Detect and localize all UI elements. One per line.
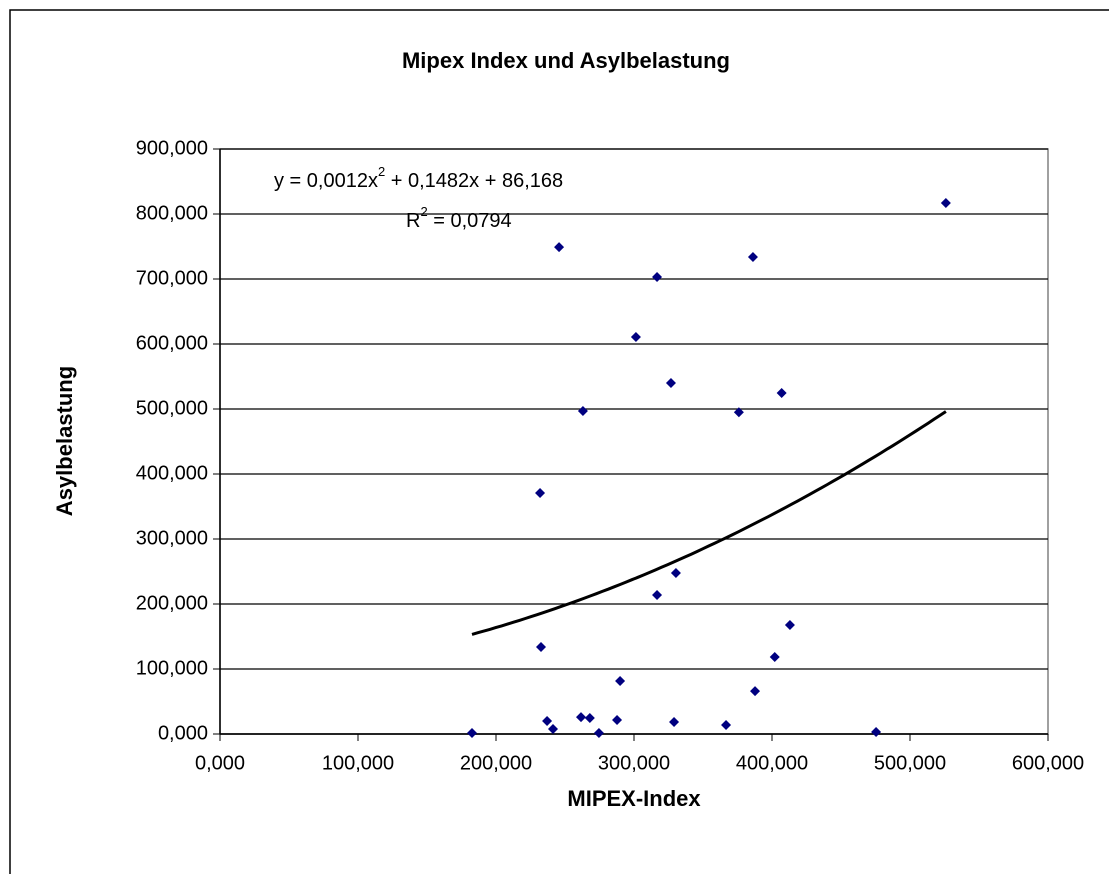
data-point [630,331,641,342]
data-point [584,713,595,724]
y-tick-label: 200,000 [136,592,208,614]
data-point [615,676,626,687]
data-point [577,405,588,416]
data-point [547,723,558,734]
y-tick-label: 0,000 [158,722,208,744]
data-point [652,272,663,283]
x-tick-label: 400,000 [736,752,808,774]
data-point [669,716,680,727]
data-point [670,567,681,578]
equation-part: + 0,1482x + 86,168 [385,170,563,192]
x-tick-label: 600,000 [1012,752,1084,774]
data-point [466,728,477,739]
y-axis-title: Asylbelastung [52,366,77,516]
y-tick-label: 800,000 [136,202,208,224]
plot-area [219,148,1049,735]
data-point [542,716,553,726]
data-point [747,252,758,263]
r-squared-part: 2 [420,204,427,219]
data-point [769,651,780,662]
r-squared: R2 = 0,0794 [406,204,512,232]
data-point [652,590,663,601]
r-squared-part: R [406,210,420,232]
x-tick-label: 100,000 [322,752,394,774]
y-tick-label: 700,000 [136,267,208,289]
trendline [471,410,947,636]
data-point [940,197,951,208]
data-point [593,728,604,739]
y-tick-label: 100,000 [136,657,208,679]
data-point [776,388,787,399]
equation-part: 2 [378,164,385,179]
data-point [871,727,882,738]
data-point [612,715,623,726]
y-tick-label: 500,000 [136,397,208,419]
data-point [665,378,676,388]
y-tick-label: 400,000 [136,462,208,484]
y-tick-label: 300,000 [136,527,208,549]
y-tick-label: 600,000 [136,332,208,354]
data-point [721,720,732,731]
x-tick-label: 200,000 [460,752,532,774]
x-axis-title: MIPEX-Index [567,786,701,811]
data-point [535,487,546,498]
data-point [784,619,795,630]
data-point [750,686,761,697]
data-point [554,242,565,253]
equation-part: y = 0,0012x [274,170,378,192]
chart-title: Mipex Index und Asylbelastung [402,48,730,73]
data-point [576,712,587,723]
r-squared-part: = 0,0794 [428,210,512,232]
data-point [733,407,744,418]
data-point [535,642,546,653]
x-tick-label: 300,000 [598,752,670,774]
x-tick-label: 0,000 [195,752,245,774]
x-tick-label: 500,000 [874,752,946,774]
trendline-equation: y = 0,0012x2 + 0,1482x + 86,168 [274,164,563,192]
y-tick-label: 900,000 [136,137,208,159]
